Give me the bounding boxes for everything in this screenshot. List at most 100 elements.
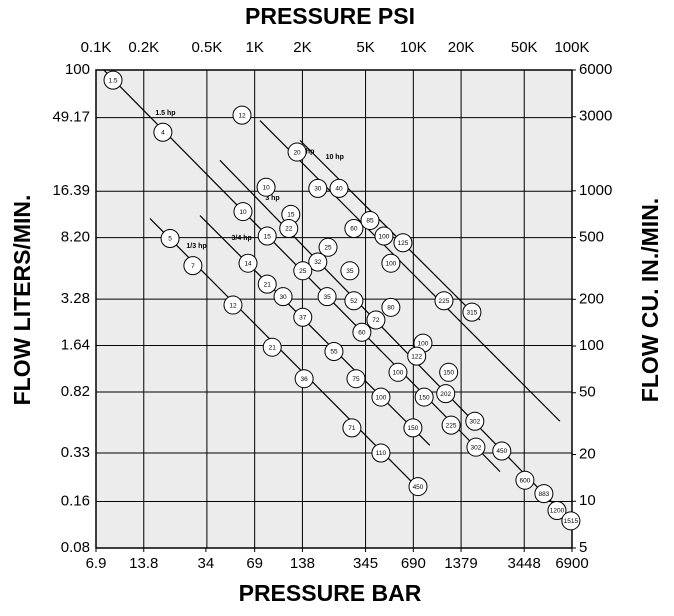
ratio-marker	[293, 307, 313, 327]
hp-label: 6 hp	[300, 149, 314, 156]
ratio-marker	[183, 256, 203, 276]
ratio-label: 55	[330, 349, 338, 356]
ratio-marker	[360, 210, 380, 230]
ratio-label: 30	[279, 294, 287, 301]
ratio-label: 35	[346, 268, 354, 275]
ratio-marker	[223, 295, 243, 315]
ratio-label: 150	[419, 394, 430, 401]
ratio-marker	[547, 500, 567, 520]
x-tick-label: 50K	[511, 39, 538, 56]
y-tick-label: 16.39	[52, 182, 90, 199]
ratio-marker	[407, 346, 427, 366]
ratio-marker	[153, 122, 173, 142]
ratio-label: 100	[376, 394, 387, 401]
x2-tick-label: 6900	[555, 555, 588, 572]
x2-tick-label: 690	[401, 555, 426, 572]
y2-axis-title: FLOW CU. IN./MIN.	[637, 198, 663, 402]
ratio-label: 1200	[550, 508, 565, 515]
ratio-label: 302	[470, 444, 481, 451]
ratio-marker	[534, 484, 554, 504]
ratio-label: 450	[413, 484, 424, 491]
y-tick-label: 3.28	[61, 290, 90, 307]
y2-tick-label: 3000	[579, 108, 612, 125]
ratio-label: 12	[229, 302, 237, 309]
ratio-marker	[381, 253, 401, 273]
ratio-label: 7	[191, 263, 195, 270]
ratio-label: 225	[446, 422, 457, 429]
ratio-label: 25	[324, 245, 332, 252]
x2-axis-title: PRESSURE BAR	[239, 580, 422, 606]
x2-tick-label: 13.8	[129, 555, 158, 572]
x2-tick-label: 138	[290, 555, 315, 572]
ratio-label: 100	[379, 233, 390, 240]
ratio-marker	[434, 291, 454, 311]
y-tick-label: 0.16	[61, 493, 90, 510]
ratio-marker	[273, 287, 293, 307]
ratio-label: 100	[385, 260, 396, 267]
ratio-label: 36	[301, 376, 309, 383]
ratio-marker	[414, 387, 434, 407]
ratio-marker	[366, 310, 386, 330]
ratio-label: 315	[466, 309, 477, 316]
hp-label: 3 hp	[265, 195, 279, 202]
ratio-marker	[257, 226, 277, 246]
y-tick-label: 100	[65, 61, 90, 78]
ratio-marker	[256, 177, 276, 197]
ratio-marker	[344, 218, 364, 238]
x-tick-label: 10K	[400, 39, 427, 56]
ratio-marker	[403, 418, 423, 438]
ratio-marker	[324, 342, 344, 362]
y-tick-label: 8.20	[61, 229, 90, 246]
hp-label: 1.5 hp	[155, 110, 175, 117]
ratio-marker	[329, 178, 349, 198]
ratio-marker	[340, 261, 360, 281]
x2-tick-label: 6.9	[86, 555, 107, 572]
x-tick-label: 100K	[554, 39, 589, 56]
ratio-marker	[352, 322, 372, 342]
ratio-marker	[561, 511, 581, 531]
ratio-label: 52	[350, 298, 358, 305]
ratio-label: 30	[314, 186, 322, 193]
ratio-label: 450	[496, 448, 507, 455]
ratio-label: 21	[264, 281, 272, 288]
y2-tick-label: 200	[579, 290, 604, 307]
x-tick-label: 2K	[293, 39, 311, 56]
x2-tick-label: 34	[198, 555, 215, 572]
ratio-label: 14	[244, 260, 252, 267]
ratio-marker	[233, 202, 253, 222]
ratio-label: 40	[335, 186, 343, 193]
ratio-label: 60	[350, 226, 358, 233]
ratio-label: 10	[262, 184, 270, 191]
ratio-label: 20	[293, 149, 301, 156]
ratio-marker	[238, 253, 258, 273]
ratio-label: 71	[348, 425, 356, 432]
ratio-label: 35	[323, 294, 331, 301]
ratio-label: 85	[366, 218, 374, 225]
ratio-marker	[294, 369, 314, 389]
ratio-marker	[279, 218, 299, 238]
x-tick-label: 20K	[448, 39, 475, 56]
ratio-marker	[160, 228, 180, 248]
ratio-label: 125	[398, 240, 409, 247]
ratio-marker	[462, 302, 482, 322]
y2-tick-label: 10	[579, 492, 596, 509]
ratio-label: 37	[299, 314, 307, 321]
ratio-label: 10	[239, 209, 247, 216]
ratio-label: 4	[161, 129, 165, 136]
ratio-label: 15	[264, 233, 272, 240]
ratio-marker	[346, 369, 366, 389]
ratio-label: 110	[376, 450, 387, 457]
ratio-marker	[371, 443, 391, 463]
x-tick-label: 1K	[245, 39, 263, 56]
hp-label: 10 hp	[326, 154, 344, 161]
x-axis-title: PRESSURE PSI	[245, 3, 415, 29]
x2-tick-label: 345	[353, 555, 378, 572]
x-tick-label: 0.5K	[191, 39, 222, 56]
ratio-marker	[308, 178, 328, 198]
x2-tick-label: 1379	[444, 555, 477, 572]
ratio-marker	[441, 415, 461, 435]
hp-line	[199, 215, 431, 446]
y-tick-label: 0.08	[61, 539, 90, 556]
ratio-marker	[465, 411, 485, 431]
